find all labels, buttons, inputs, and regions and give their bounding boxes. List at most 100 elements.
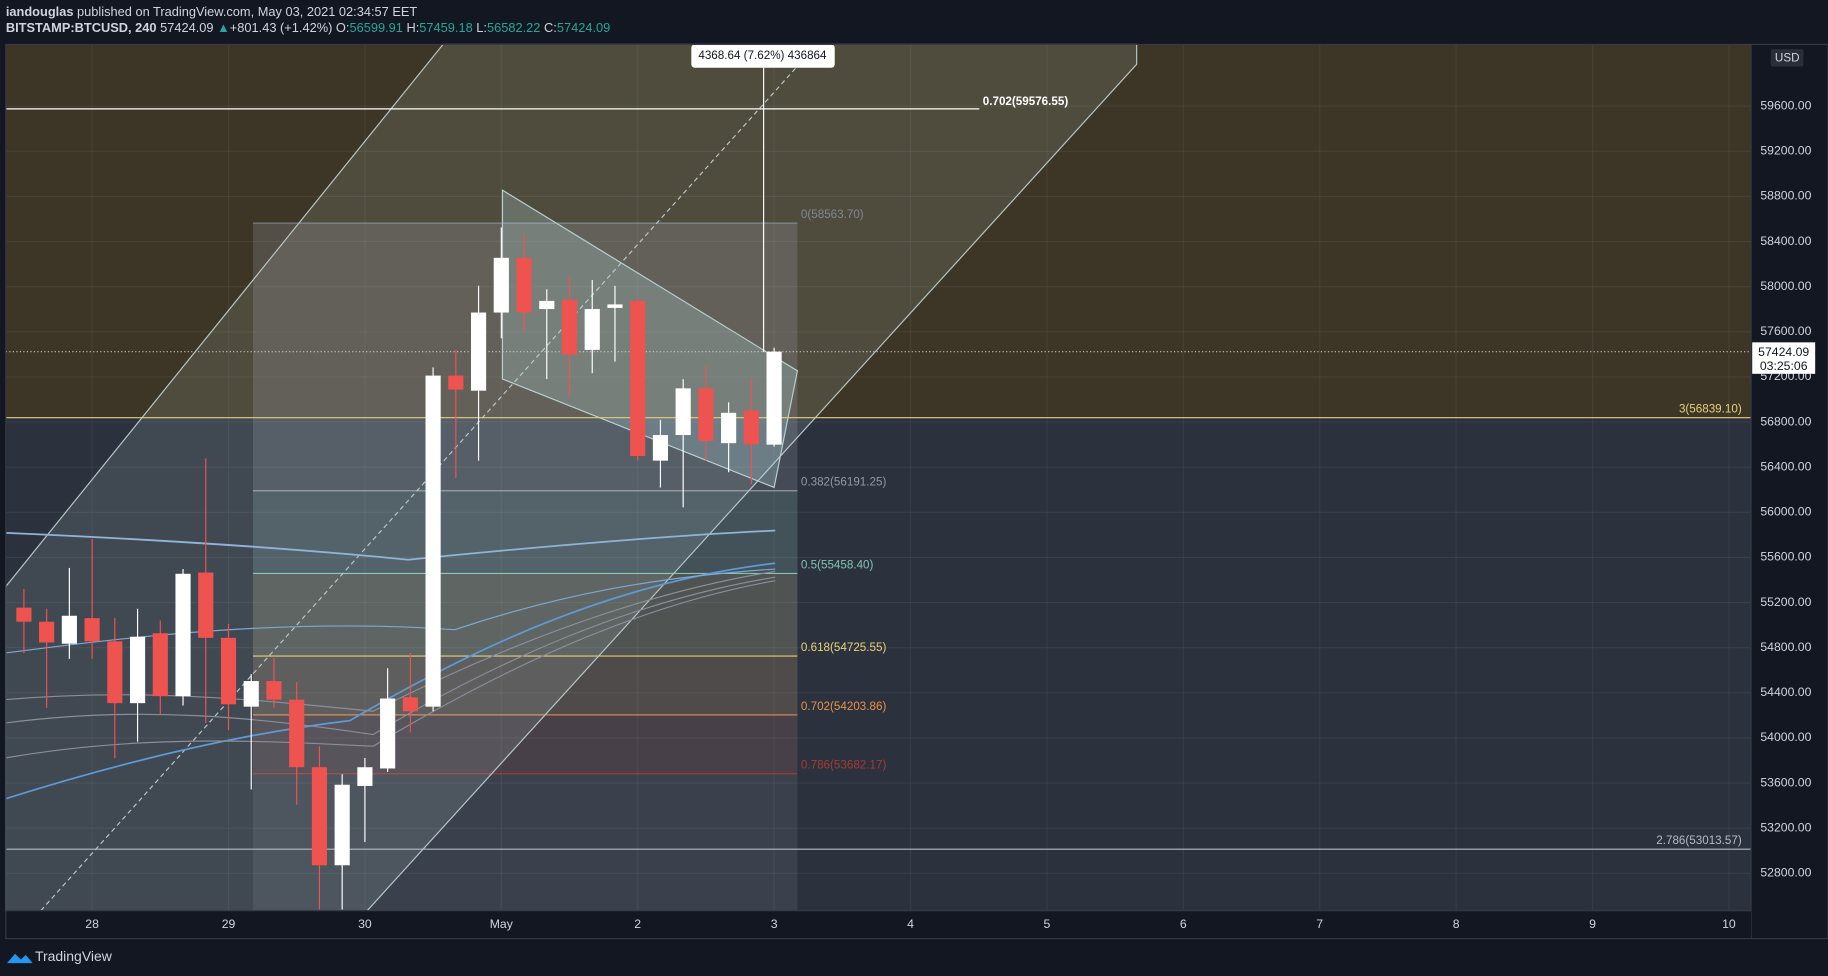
ma-line: [5, 529, 776, 561]
x-tick-label: 28: [85, 917, 99, 931]
x-tick-label: 2: [634, 917, 641, 931]
y-tick-label: 58800.00: [1760, 189, 1811, 203]
candle-body: [220, 637, 237, 705]
ohlc-label: H:: [406, 21, 419, 36]
level-label: 3(56839.10): [1679, 403, 1742, 416]
y-tick-label: 57600.00: [1760, 324, 1811, 338]
candle-body: [334, 784, 350, 866]
measure-box: [691, 44, 835, 68]
price-tag: [1752, 342, 1816, 374]
ma-line: [5, 562, 776, 800]
y-tick-label: 54800.00: [1760, 640, 1811, 654]
ohlc-label: L:: [476, 21, 487, 36]
candle-body: [448, 375, 464, 390]
y-tick-label: 54400.00: [1760, 685, 1811, 699]
x-tick-label: 10: [1722, 917, 1736, 931]
candle-body: [766, 351, 782, 445]
lower-zone: [5, 417, 1752, 911]
candle-body: [175, 573, 191, 697]
candle-body: [539, 300, 555, 310]
fib-zone: [252, 490, 798, 574]
upper-zone: [5, 44, 1752, 418]
candle-body: [380, 698, 396, 769]
price-tag-value: 57424.09: [1758, 345, 1809, 359]
candle-body: [16, 607, 32, 622]
y-tick-label: 55200.00: [1760, 595, 1811, 609]
change: +801.43 (+1.42%): [230, 21, 333, 36]
candle-body: [698, 388, 714, 441]
candle-body: [675, 388, 691, 436]
x-tick-label: May: [490, 917, 514, 931]
last-price: 57424.09: [160, 21, 213, 36]
candle-body: [61, 615, 77, 644]
candle-body: [243, 681, 259, 707]
author: iandouglas: [6, 4, 74, 19]
y-tick-label: 52800.00: [1760, 866, 1811, 880]
y-tick-label: 58000.00: [1760, 279, 1811, 293]
candle-body: [39, 621, 55, 643]
symbol-line: BITSTAMP:BTCUSD, 240 57424.09 ▲+801.43 (…: [6, 21, 610, 36]
candle-body: [721, 412, 737, 444]
axes: 52800.00 53200.00 53600.00 54000.00 54400.00…: [85, 98, 1816, 931]
candle-body: [743, 410, 759, 445]
published: published on TradingView.com, May 03, 20…: [77, 4, 417, 19]
currency-box: [1770, 49, 1804, 67]
ohlc-value: 57424.09: [557, 21, 610, 36]
candle-body: [107, 641, 123, 704]
y-tick-label: 55600.00: [1760, 550, 1811, 564]
ma-line: [5, 576, 776, 736]
y-tick-label: 54000.00: [1760, 730, 1811, 744]
candle-body: [630, 300, 646, 457]
x-tick-label: 8: [1453, 917, 1460, 931]
time-axis: [0, 910, 1752, 939]
x-tick-label: 30: [358, 917, 372, 931]
x-tick-label: 6: [1180, 917, 1187, 931]
price-tag-countdown: 03:25:06: [1760, 359, 1808, 373]
candle-body: [129, 636, 146, 704]
fib-label: 0.786(53682.17): [801, 759, 887, 772]
fib-label: 0.618(54725.55): [801, 641, 887, 654]
levels: 0.702(59576.55) 3(56839.10) 2.786(53013.57…: [5, 95, 1752, 850]
y-tick-label: 56000.00: [1760, 505, 1811, 519]
candle-body: [266, 681, 282, 700]
candle-body: [470, 312, 487, 391]
y-tick-label: 58400.00: [1760, 234, 1811, 248]
y-tick-label: 53600.00: [1760, 775, 1811, 789]
fib-label: 0.382(56191.25): [801, 476, 887, 489]
ma-line: [5, 568, 776, 654]
level-label: 2.786(53013.57): [1656, 834, 1742, 847]
candle-body: [607, 304, 623, 308]
candle-body: [198, 572, 214, 638]
frame: [5, 43, 1828, 940]
candle-body: [402, 697, 418, 712]
fib-label: 0.5(55458.40): [801, 558, 874, 571]
ohlc-value: 57459.18: [419, 21, 472, 36]
change-arrow: ▲: [217, 21, 230, 36]
candle-body: [152, 633, 168, 697]
y-tick-label: 59200.00: [1760, 144, 1811, 158]
channel-midline: [40, 58, 805, 911]
logo: [6, 953, 33, 964]
ohlc-value: 56599.91: [349, 21, 402, 36]
ohlc-label: C:: [544, 21, 557, 36]
header-line: iandouglas published on TradingView.com,…: [6, 4, 418, 19]
symbol: BITSTAMP:BTCUSD, 240: [6, 21, 157, 36]
y-tick-label: 53200.00: [1760, 820, 1811, 834]
candle-body: [652, 435, 669, 461]
candle-body: [516, 257, 532, 313]
x-tick-label: 29: [222, 917, 236, 931]
x-tick-label: 7: [1316, 917, 1323, 931]
x-tick-label: 3: [771, 917, 778, 931]
plot-background: [5, 44, 1752, 911]
candle-body: [311, 767, 328, 866]
fib-zone: [252, 656, 798, 715]
ohlc-label: O:: [336, 21, 350, 36]
candle-body: [84, 618, 100, 642]
ohlc-value: 56582.22: [487, 21, 540, 36]
candle-body: [584, 309, 600, 350]
level-label: 0.702(59576.55): [983, 95, 1069, 108]
measure-label: 4368.64 (7.62%) 436864: [698, 49, 827, 62]
y-tick-label: 59600.00: [1760, 98, 1811, 112]
